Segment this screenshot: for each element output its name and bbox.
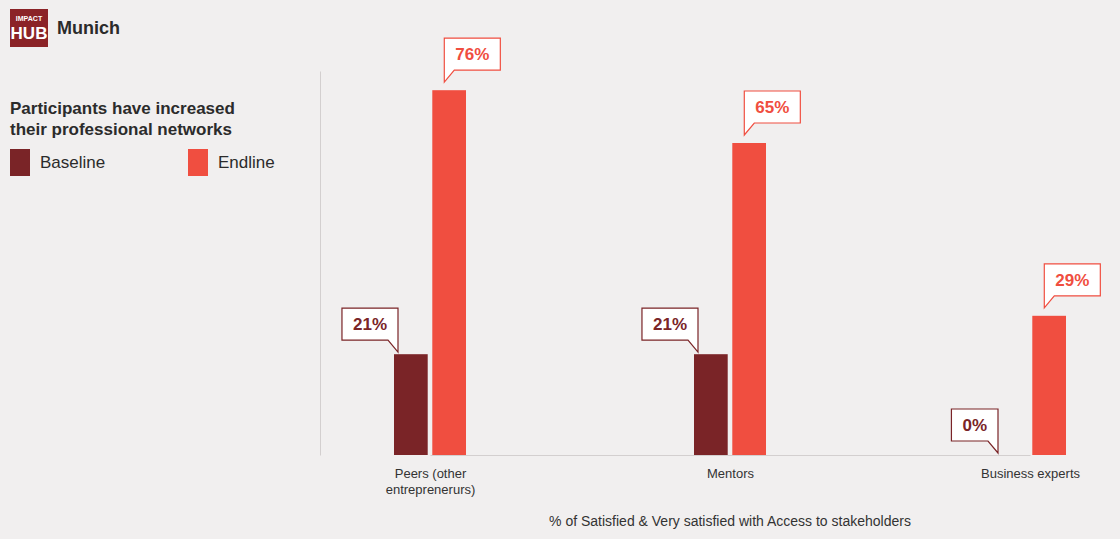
- y-axis: [320, 72, 321, 456]
- x-tick: Peers (otherentreprenerurs): [386, 455, 476, 497]
- bar: [994, 455, 1028, 456]
- logo-label: Munich: [57, 18, 120, 38]
- label-callout: [342, 308, 398, 352]
- data-label: 76%: [444, 38, 500, 82]
- data-label-text: 29%: [1055, 271, 1089, 290]
- bars: [394, 90, 1066, 455]
- label-callout: [1044, 264, 1100, 308]
- x-tick-label: Business experts: [981, 466, 1080, 481]
- label-callout: [444, 38, 500, 82]
- x-tick-label: Mentors: [707, 466, 754, 481]
- logo-box: [10, 9, 48, 47]
- x-axis-line: [431, 455, 1031, 456]
- label-callout: [744, 91, 800, 135]
- data-label: 0%: [951, 409, 998, 453]
- data-labels: 21% 21% 0% 76% 65% 29%: [342, 38, 1100, 453]
- text-line: Mentors: [707, 466, 754, 481]
- data-label-text: 0%: [962, 416, 987, 435]
- data-label: 29%: [1044, 264, 1100, 308]
- legend-label: Endline: [218, 153, 275, 172]
- data-label: 21%: [342, 308, 398, 352]
- bar: [694, 354, 728, 455]
- background: [0, 0, 1120, 539]
- logo-text: HUB: [11, 24, 48, 43]
- y-axis-line: [320, 72, 321, 456]
- x-tick: Mentors: [707, 455, 754, 481]
- text-line: entreprenerurs): [386, 482, 476, 497]
- x-axis-title: % of Satisfied & Very satisfied with Acc…: [549, 513, 911, 529]
- x-tick-label: Peers (otherentreprenerurs): [386, 466, 476, 497]
- bar: [432, 90, 466, 455]
- bar: [1032, 316, 1066, 455]
- text-line: Business experts: [981, 466, 1080, 481]
- chart-container: IMPACT HUB Munich Participants have increas…: [0, 0, 1120, 539]
- x-tick: Business experts: [981, 455, 1080, 481]
- label-callout: [642, 308, 698, 352]
- data-label-text: 65%: [755, 98, 789, 117]
- bar: [732, 143, 766, 455]
- legend-swatch: [188, 149, 208, 176]
- label-callout: [951, 409, 998, 453]
- title: Participants have increased their profess…: [10, 99, 235, 139]
- data-label-text: 21%: [353, 315, 387, 334]
- legend-swatch: [10, 149, 30, 176]
- text-line: Participants have increased: [10, 99, 235, 118]
- chart-svg: IMPACT HUB Munich Participants have increas…: [0, 0, 1120, 539]
- data-label: 65%: [744, 91, 800, 135]
- data-label: 21%: [642, 308, 698, 352]
- text-line: their professional networks: [10, 120, 232, 139]
- data-label-text: 21%: [653, 315, 687, 334]
- data-label-text: 76%: [455, 45, 489, 64]
- x-axis: Peers (otherentreprenerurs) Mentors Busine…: [386, 455, 1081, 497]
- logo-text: IMPACT: [16, 15, 43, 22]
- bar: [394, 354, 428, 455]
- legend-label: Baseline: [40, 153, 105, 172]
- text-line: Peers (other: [395, 466, 467, 481]
